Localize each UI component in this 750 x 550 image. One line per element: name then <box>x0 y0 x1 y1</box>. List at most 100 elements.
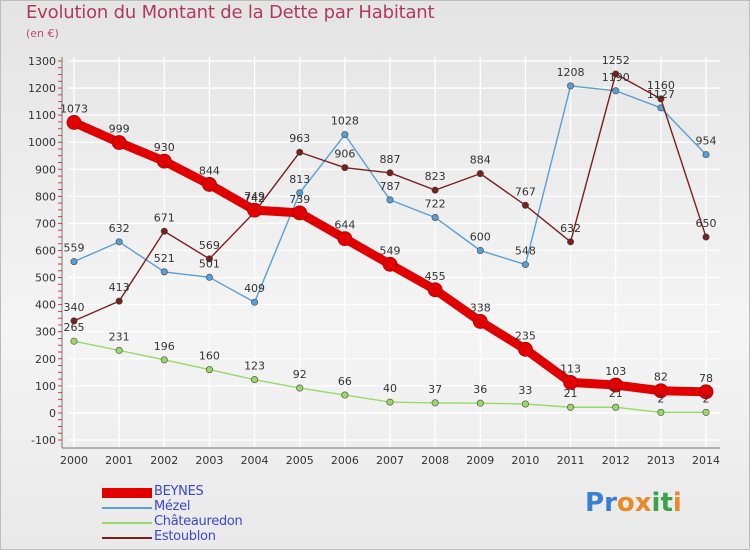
data-label: 548 <box>515 245 536 258</box>
data-label: 749 <box>244 190 265 203</box>
data-point <box>386 169 394 177</box>
data-point <box>386 196 394 204</box>
data-point <box>698 384 714 400</box>
logo-letter: i <box>651 488 661 518</box>
x-tick-label: 2001 <box>105 454 133 467</box>
data-point <box>247 202 262 218</box>
y-tick-label: 100 <box>35 380 56 393</box>
x-tick-label: 2013 <box>647 454 675 467</box>
data-label: 40 <box>383 382 397 395</box>
legend-label: Châteauredon <box>154 514 243 529</box>
x-tick-label: 2009 <box>466 454 494 467</box>
data-label: 413 <box>109 281 130 294</box>
data-point <box>341 391 349 399</box>
x-tick-label: 2005 <box>286 454 314 467</box>
data-label: 1028 <box>331 115 359 128</box>
data-label: 549 <box>380 244 401 257</box>
x-tick-label: 2014 <box>692 454 720 467</box>
y-tick-label: 1000 <box>28 136 56 149</box>
y-tick-label: 1300 <box>28 55 56 68</box>
data-point <box>702 408 710 416</box>
data-point <box>251 376 259 384</box>
y-tick-label: 1100 <box>28 109 56 122</box>
data-label: 82 <box>654 371 668 384</box>
data-label: 884 <box>470 154 491 167</box>
data-label: 671 <box>154 211 175 224</box>
data-point <box>202 177 217 192</box>
chart-unit-label: (en €) <box>26 27 59 40</box>
y-tick-label: -100 <box>31 434 56 447</box>
data-point <box>567 82 575 90</box>
data-label: 2 <box>657 392 664 405</box>
x-tick-label: 2002 <box>150 454 178 467</box>
data-point <box>296 189 304 197</box>
chart-title: Evolution du Montant de la Dette par Hab… <box>26 2 435 23</box>
data-point <box>70 317 78 325</box>
data-label: 235 <box>515 329 536 342</box>
data-point <box>341 164 349 172</box>
data-point <box>476 399 484 407</box>
data-label: 1252 <box>602 54 630 67</box>
data-point <box>251 298 259 306</box>
data-label: 501 <box>199 257 220 270</box>
y-tick-label: 0 <box>49 407 56 420</box>
data-point <box>431 213 439 221</box>
data-point <box>160 268 168 276</box>
data-point <box>160 227 168 235</box>
data-point <box>115 238 123 246</box>
data-label: 1160 <box>647 79 675 92</box>
data-label: 66 <box>338 375 352 388</box>
data-label: 569 <box>199 239 220 252</box>
x-tick-label: 2010 <box>511 454 539 467</box>
data-label: 37 <box>428 383 442 396</box>
data-point <box>612 87 620 95</box>
data-label: 340 <box>64 301 85 314</box>
data-label: 92 <box>293 368 307 381</box>
data-point <box>567 238 575 246</box>
data-label: 930 <box>154 141 175 154</box>
data-label: 632 <box>109 222 130 235</box>
data-label: 823 <box>425 170 446 183</box>
data-point <box>612 403 620 411</box>
data-label: 33 <box>518 384 532 397</box>
data-point <box>702 233 710 241</box>
y-tick-label: 800 <box>35 190 56 203</box>
data-label: 999 <box>109 122 130 135</box>
y-tick-label: 400 <box>35 299 56 312</box>
logo-letter: i <box>672 488 682 518</box>
logo-letter: o <box>616 488 635 518</box>
data-point <box>702 151 710 159</box>
data-label: 123 <box>244 360 265 373</box>
y-tick-label: 900 <box>35 163 56 176</box>
data-label: 265 <box>64 321 85 334</box>
data-label: 650 <box>696 217 717 230</box>
data-label: 455 <box>425 270 446 283</box>
data-label: 1208 <box>557 66 585 79</box>
data-point <box>521 201 529 209</box>
data-point <box>386 398 394 406</box>
data-label: 1190 <box>602 71 630 84</box>
data-point <box>476 247 484 255</box>
data-label: 644 <box>334 219 355 232</box>
logo-letter: t <box>660 488 673 518</box>
data-label: 409 <box>244 282 265 295</box>
legend-swatch <box>102 506 152 509</box>
data-point <box>476 170 484 178</box>
y-tick-label: 300 <box>35 326 56 339</box>
x-tick-label: 2008 <box>421 454 449 467</box>
data-point <box>115 297 123 305</box>
data-point <box>70 337 78 345</box>
proxiti-logo: Proxiti <box>585 488 682 518</box>
data-label: 813 <box>289 173 310 186</box>
y-tick-label: 700 <box>35 217 56 230</box>
data-label: 722 <box>425 197 446 210</box>
data-label: 632 <box>560 222 581 235</box>
data-point <box>205 273 213 281</box>
data-point <box>382 256 398 272</box>
data-point <box>296 384 304 392</box>
x-tick-label: 2007 <box>376 454 404 467</box>
data-point <box>608 377 624 393</box>
y-tick-label: 500 <box>35 272 56 285</box>
data-label: 21 <box>609 387 623 400</box>
data-point <box>66 115 82 130</box>
